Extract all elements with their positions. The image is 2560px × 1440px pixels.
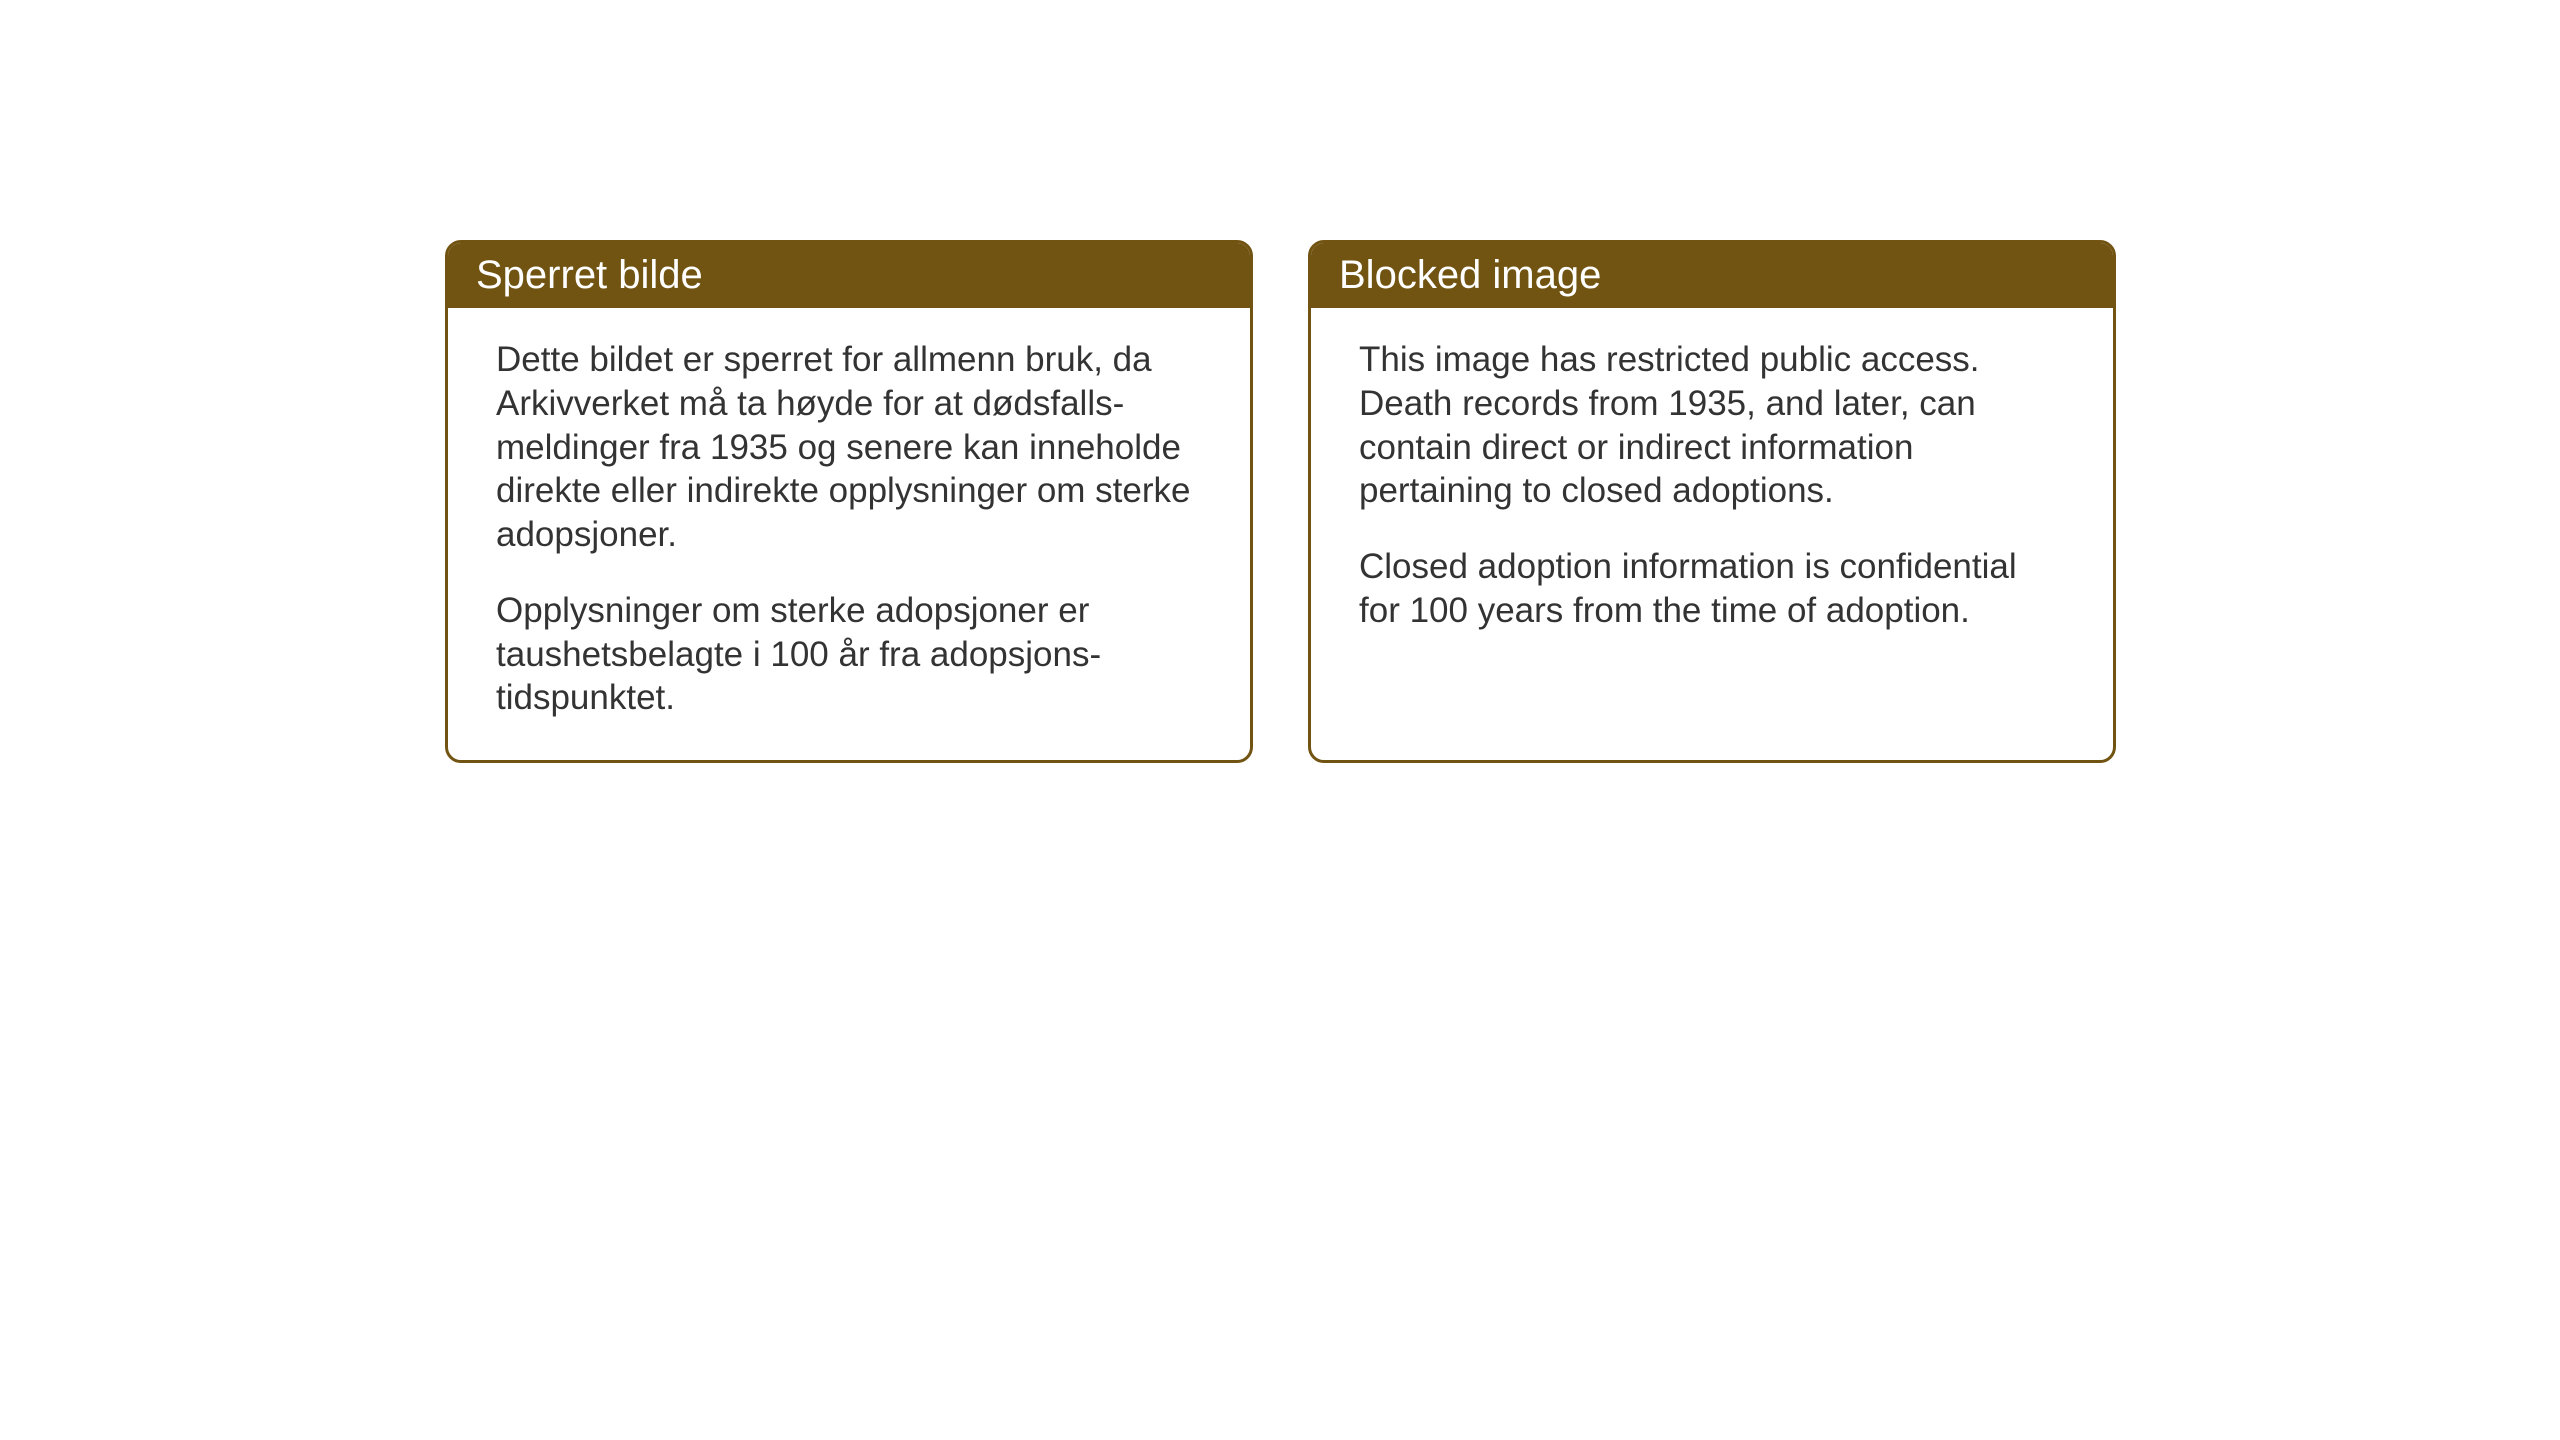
card-header-english: Blocked image — [1311, 243, 2113, 308]
notice-container: Sperret bilde Dette bildet er sperret fo… — [445, 240, 2116, 763]
card-title-english: Blocked image — [1339, 253, 1601, 297]
notice-card-english: Blocked image This image has restricted … — [1308, 240, 2116, 763]
paragraph-english-2: Closed adoption information is confident… — [1359, 545, 2065, 633]
paragraph-english-1: This image has restricted public access.… — [1359, 338, 2065, 513]
card-header-norwegian: Sperret bilde — [448, 243, 1250, 308]
card-body-norwegian: Dette bildet er sperret for allmenn bruk… — [448, 308, 1250, 760]
card-title-norwegian: Sperret bilde — [476, 253, 703, 297]
paragraph-norwegian-2: Opplysninger om sterke adopsjoner er tau… — [496, 589, 1202, 720]
notice-card-norwegian: Sperret bilde Dette bildet er sperret fo… — [445, 240, 1253, 763]
card-body-english: This image has restricted public access.… — [1311, 308, 2113, 673]
paragraph-norwegian-1: Dette bildet er sperret for allmenn bruk… — [496, 338, 1202, 557]
